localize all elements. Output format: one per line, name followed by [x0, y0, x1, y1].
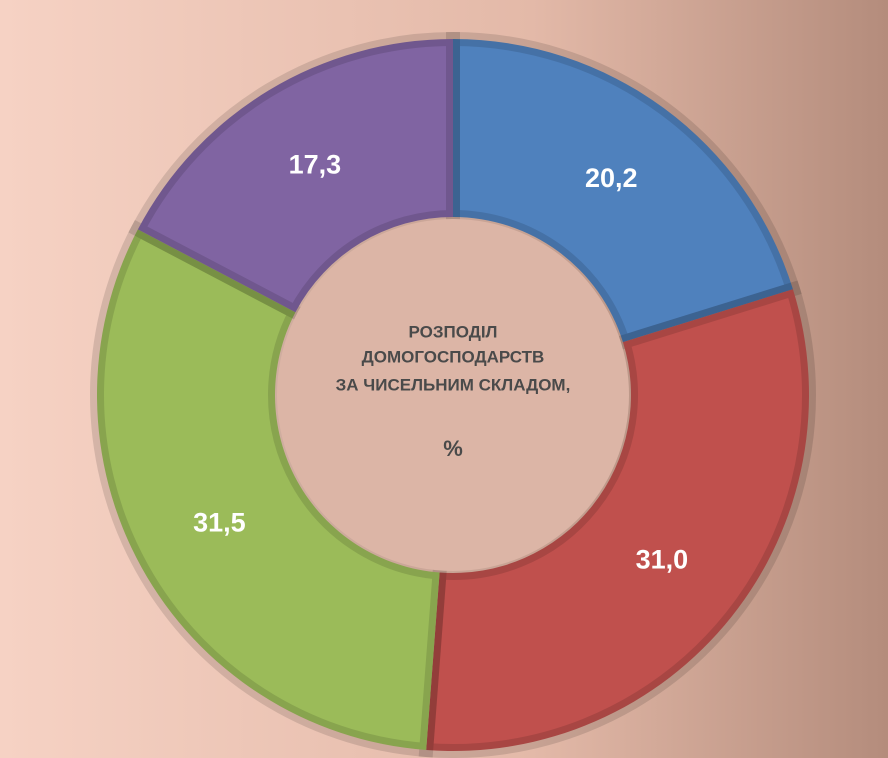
value-label: 17,3	[289, 150, 342, 180]
donut-hole	[277, 219, 629, 571]
title-line: РОЗПОДІЛ	[409, 322, 498, 341]
subtitle: %	[443, 436, 463, 461]
title-line: ЗА ЧИСЕЛЬНИМ СКЛАДОМ,	[336, 375, 571, 394]
chart: 20,2 31,0 31,5 17,3 РОЗПОДІЛ ДОМОГОСПОДАРСТ…	[0, 0, 888, 758]
value-label: 31,5	[193, 507, 246, 537]
value-label: 31,0	[636, 544, 689, 574]
value-label: 20,2	[585, 163, 638, 193]
title-line: ДОМОГОСПОДАРСТВ	[362, 347, 545, 366]
